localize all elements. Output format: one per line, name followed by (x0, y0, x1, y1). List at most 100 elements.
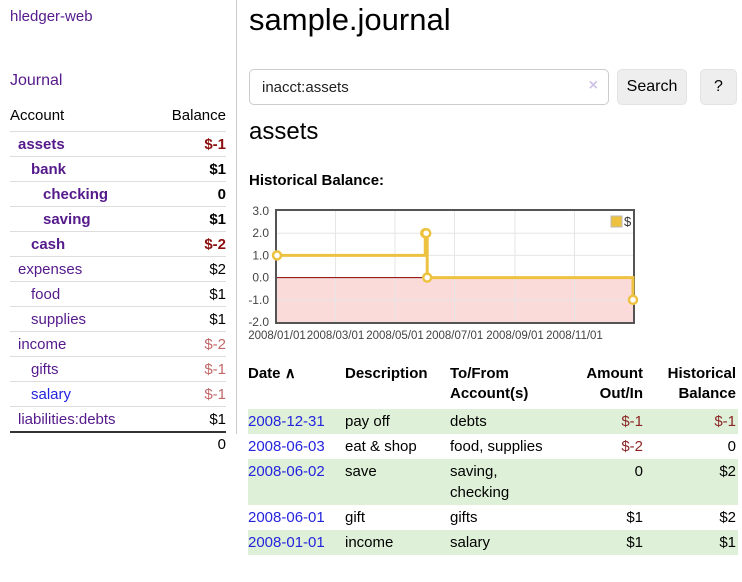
transaction-description: eat & shop (345, 438, 417, 455)
transaction-date-link[interactable]: 2008-12-31 (248, 413, 325, 430)
transaction-accounts: saving, checking (450, 463, 510, 501)
y-axis-label: 0.0 (252, 271, 269, 285)
transaction-balance: $-1 (714, 413, 736, 430)
total-spacer (10, 431, 153, 456)
account-row: saving $1 (10, 206, 226, 232)
account-balance: 0 (152, 181, 226, 207)
account-row: food $1 (10, 281, 226, 307)
register-header-row: Date ∧ Description To/From Account(s) Am… (248, 364, 738, 409)
x-axis-label: 2008/09/01 (486, 330, 544, 342)
date-column-header[interactable]: Date ∧ (248, 364, 345, 409)
table-row: 2008-06-03 eat & shop food, supplies $-2 0 (248, 434, 738, 459)
transaction-description: save (345, 463, 377, 480)
account-link[interactable]: bank (31, 160, 67, 178)
chart-plot-border (275, 209, 635, 324)
accounts-table: Account Balance assets $-1 bank $1 checking 0… (10, 103, 226, 456)
chart-data-point (420, 227, 432, 239)
account-link[interactable]: salary (31, 385, 72, 403)
account-row: supplies $1 (10, 306, 226, 332)
accounts-header-row: Account Balance (10, 103, 226, 132)
sidebar-item-journal[interactable]: Journal (10, 72, 63, 89)
historical-balance-chart: $3.0 2.0 1.0 0.0 -1.0 -2.0 2008/01/01 2008/03/0… (240, 198, 642, 348)
transaction-amount: $1 (626, 534, 643, 551)
account-balance: $-1 (152, 381, 226, 407)
transaction-balance: $2 (719, 509, 736, 526)
account-balance: $2 (152, 256, 226, 282)
app-brand-link[interactable]: hledger-web (10, 8, 93, 25)
total-balance: 0 (152, 431, 226, 456)
chart-data-point (627, 294, 639, 306)
x-axis-label: 2008/03/01 (307, 330, 365, 342)
table-row: 2008-06-01 gift gifts $1 $2 (248, 505, 738, 530)
transaction-description: pay off (345, 413, 390, 430)
account-balance: $1 (152, 156, 226, 182)
transaction-description: income (345, 534, 394, 551)
chart-label: Historical Balance: (249, 172, 385, 189)
transaction-balance: $2 (719, 463, 736, 480)
account-row: liabilities:debts $1 (10, 406, 226, 432)
chart-data-point (271, 250, 283, 261)
description-column-header: Description (345, 365, 428, 382)
account-row: gifts $-1 (10, 356, 226, 382)
transaction-date-link[interactable]: 2008-06-02 (248, 463, 325, 480)
accounts-total-row: 0 (10, 431, 226, 456)
account-section-title: assets (249, 118, 319, 145)
transaction-accounts: gifts (450, 509, 478, 526)
register-body: 2008-12-31 pay off debts $-1 $-1 2008-06-03 ea… (248, 409, 738, 555)
account-link[interactable]: supplies (31, 310, 87, 328)
account-balance: $1 (152, 406, 226, 432)
y-axis-label: -2.0 (248, 315, 269, 329)
account-link[interactable]: gifts (31, 360, 59, 378)
account-column-header: Account (10, 107, 65, 124)
account-balance: $1 (152, 306, 226, 332)
legend-swatch-icon (610, 215, 623, 228)
account-row: cash $-2 (10, 231, 226, 257)
x-axis-label: 2008/05/01 (366, 330, 424, 342)
clear-search-icon[interactable]: × (588, 77, 598, 94)
legend-label: $ (624, 214, 632, 229)
x-axis-label: 2008/11/01 (546, 330, 603, 342)
account-link[interactable]: checking (43, 185, 109, 203)
account-link[interactable]: assets (18, 135, 65, 153)
transaction-amount: 0 (634, 463, 643, 480)
y-axis-label: -1.0 (248, 293, 269, 307)
transaction-date-link[interactable]: 2008-01-01 (248, 534, 325, 551)
transaction-amount: $-1 (621, 413, 643, 430)
balance-column-header-main: Historical Balance (667, 365, 736, 402)
transaction-date-link[interactable]: 2008-06-01 (248, 509, 325, 526)
search-button[interactable]: Search (617, 69, 687, 105)
transaction-accounts: salary (450, 534, 491, 551)
account-link[interactable]: cash (31, 235, 66, 253)
y-axis-label: 3.0 (252, 204, 269, 218)
y-axis-label: 1.0 (252, 248, 269, 262)
register-table: Date ∧ Description To/From Account(s) Am… (248, 364, 738, 555)
balance-column-header: Balance (171, 107, 226, 124)
transaction-date-link[interactable]: 2008-06-03 (248, 438, 325, 455)
amount-column-header: Amount Out/In (586, 365, 643, 402)
account-link[interactable]: income (18, 335, 67, 353)
x-axis-label: 2008/01/01 (248, 330, 306, 342)
transaction-accounts: food, supplies (450, 438, 543, 455)
account-link[interactable]: liabilities:debts (18, 410, 116, 428)
transaction-balance: $1 (719, 534, 736, 551)
transaction-amount: $1 (626, 509, 643, 526)
chart-data-point (421, 272, 433, 283)
account-balance: $1 (152, 281, 226, 307)
account-link[interactable]: food (31, 285, 61, 303)
accounts-body: assets $-1 bank $1 checking 0 saving $1 cash $-2 e… (10, 131, 226, 432)
sort-ascending-icon: ∧ (284, 365, 296, 382)
y-axis-label: 2.0 (252, 226, 269, 240)
table-row: 2008-01-01 income salary $1 $1 (248, 530, 738, 555)
x-axis-label: 2008/07/01 (426, 330, 484, 342)
transaction-amount: $-2 (621, 438, 643, 455)
transaction-accounts: debts (450, 413, 487, 430)
account-balance: $-2 (152, 231, 226, 257)
search-input[interactable] (249, 69, 609, 105)
account-link[interactable]: saving (43, 210, 91, 228)
account-balance: $1 (152, 206, 226, 232)
search-box: × (249, 69, 609, 105)
account-link[interactable]: expenses (18, 260, 83, 278)
date-header-label: Date (248, 365, 281, 382)
help-button[interactable]: ? (700, 69, 737, 105)
